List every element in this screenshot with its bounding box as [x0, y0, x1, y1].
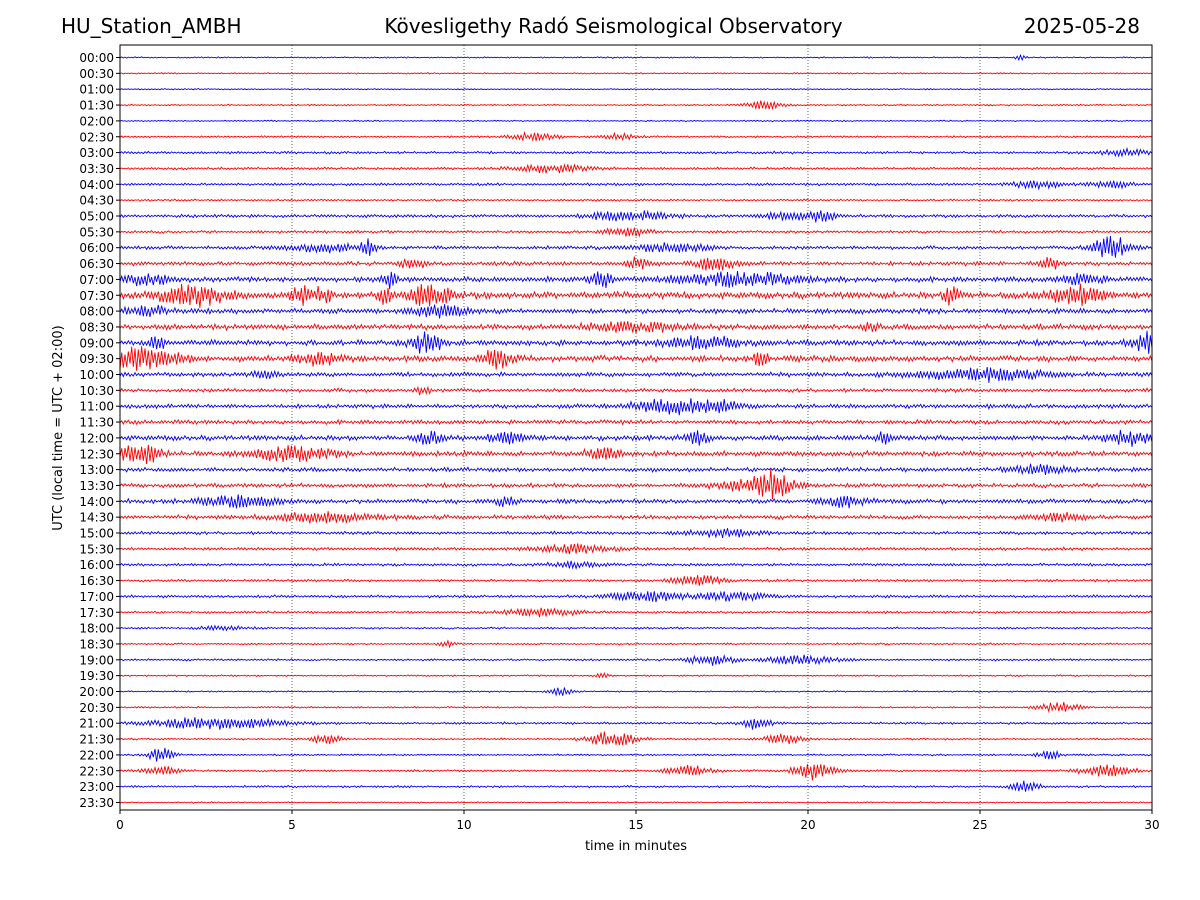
station-name: HU_Station_AMBH — [61, 14, 242, 38]
y-tick-label: 02:30 — [79, 130, 114, 144]
x-tick-label: 0 — [116, 818, 124, 832]
trace-0300 — [119, 146, 1153, 158]
x-axis-label: time in minutes — [585, 839, 687, 854]
y-tick-label: 07:00 — [79, 273, 114, 287]
y-tick-label: 23:00 — [79, 780, 114, 794]
x-tick-label: 25 — [972, 818, 987, 832]
y-tick-label: 19:00 — [79, 653, 114, 667]
y-tick-label: 21:30 — [79, 733, 114, 747]
trace-2330 — [119, 801, 1153, 804]
trace-0600 — [119, 236, 1153, 258]
y-tick-label: 22:00 — [79, 748, 114, 762]
y-tick-label: 06:30 — [79, 257, 114, 271]
x-tick-label: 20 — [800, 818, 815, 832]
trace-1430 — [119, 511, 1153, 524]
trace-1500 — [119, 528, 1153, 539]
trace-1030 — [119, 385, 1153, 396]
trace-1800 — [119, 624, 1153, 632]
y-tick-label: 12:30 — [79, 447, 114, 461]
y-tick-label: 14:00 — [79, 495, 114, 509]
y-tick-label: 01:30 — [79, 99, 114, 113]
trace-2030 — [119, 701, 1153, 714]
y-tick-label: 18:30 — [79, 637, 114, 651]
y-tick-label: 11:00 — [79, 400, 114, 414]
y-tick-label: 20:30 — [79, 701, 114, 715]
trace-2000 — [119, 687, 1153, 697]
trace-0530 — [119, 227, 1153, 238]
trace-1630 — [119, 575, 1153, 586]
y-tick-label: 18:00 — [79, 622, 114, 636]
trace-0730 — [119, 283, 1153, 308]
y-tick-label: 17:30 — [79, 606, 114, 620]
y-tick-label: 03:00 — [79, 146, 114, 160]
trace-1830 — [119, 639, 1153, 649]
grid-group — [291, 45, 981, 810]
y-tick-label: 16:00 — [79, 558, 114, 572]
trace-0930 — [119, 346, 1153, 371]
y-tick-label: 15:00 — [79, 527, 114, 541]
y-tick-label: 05:00 — [79, 210, 114, 224]
trace-1400 — [119, 494, 1153, 509]
trace-0430 — [119, 198, 1153, 202]
chart-title: Kövesligethy Radó Seismological Observat… — [384, 14, 843, 38]
trace-0630 — [119, 256, 1153, 271]
trace-1700 — [119, 590, 1153, 603]
y-tick-label: 04:00 — [79, 178, 114, 192]
y-tick-label: 17:00 — [79, 590, 114, 604]
y-tick-label: 03:30 — [79, 162, 114, 176]
trace-0230 — [119, 130, 1153, 142]
trace-1100 — [119, 398, 1153, 416]
y-tick-label: 21:00 — [79, 717, 114, 731]
x-tick-label: 15 — [628, 818, 643, 832]
y-tick-label: 14:30 — [79, 511, 114, 525]
y-tick-label: 01:00 — [79, 83, 114, 97]
trace-0100 — [119, 87, 1153, 91]
trace-0400 — [119, 180, 1153, 191]
y-tick-label: 05:30 — [79, 225, 114, 239]
y-tick-label: 07:30 — [79, 289, 114, 303]
y-tick-label: 22:30 — [79, 764, 114, 778]
y-tick-label: 15:30 — [79, 542, 114, 556]
y-tick-label: 16:30 — [79, 574, 114, 588]
trace-0130 — [119, 100, 1153, 111]
y-tick-label: 09:00 — [79, 336, 114, 350]
y-tick-label: 10:30 — [79, 384, 114, 398]
y-tick-label: 11:30 — [79, 416, 114, 430]
y-tick-label: 12:00 — [79, 431, 114, 445]
y-tick-label: 08:30 — [79, 320, 114, 334]
trace-0500 — [119, 209, 1153, 223]
y-tick-label: 19:30 — [79, 669, 114, 683]
y-tick-label: 04:30 — [79, 194, 114, 208]
y-tick-label: 09:30 — [79, 352, 114, 366]
y-tick-label: 10:00 — [79, 368, 114, 382]
chart-date: 2025-05-28 — [1023, 14, 1140, 38]
x-axis: 0 5 10 15 20 25 30 — [116, 810, 1160, 832]
trace-2200 — [119, 747, 1153, 762]
y-axis-label: UTC (local time = UTC + 02:00) — [51, 325, 66, 530]
y-tick-label: 02:00 — [79, 114, 114, 128]
y-tick-label: 13:30 — [79, 479, 114, 493]
y-tick-label: 08:00 — [79, 305, 114, 319]
y-tick-label: 20:00 — [79, 685, 114, 699]
y-tick-label: 00:30 — [79, 67, 114, 81]
x-tick-label: 10 — [456, 818, 471, 832]
y-tick-label: 23:30 — [79, 796, 114, 810]
y-tick-label: 13:00 — [79, 463, 114, 477]
y-tick-label: 06:00 — [79, 241, 114, 255]
y-tick-label: 00:00 — [79, 51, 114, 65]
x-tick-label: 5 — [288, 818, 296, 832]
x-tick-label: 30 — [1144, 818, 1159, 832]
